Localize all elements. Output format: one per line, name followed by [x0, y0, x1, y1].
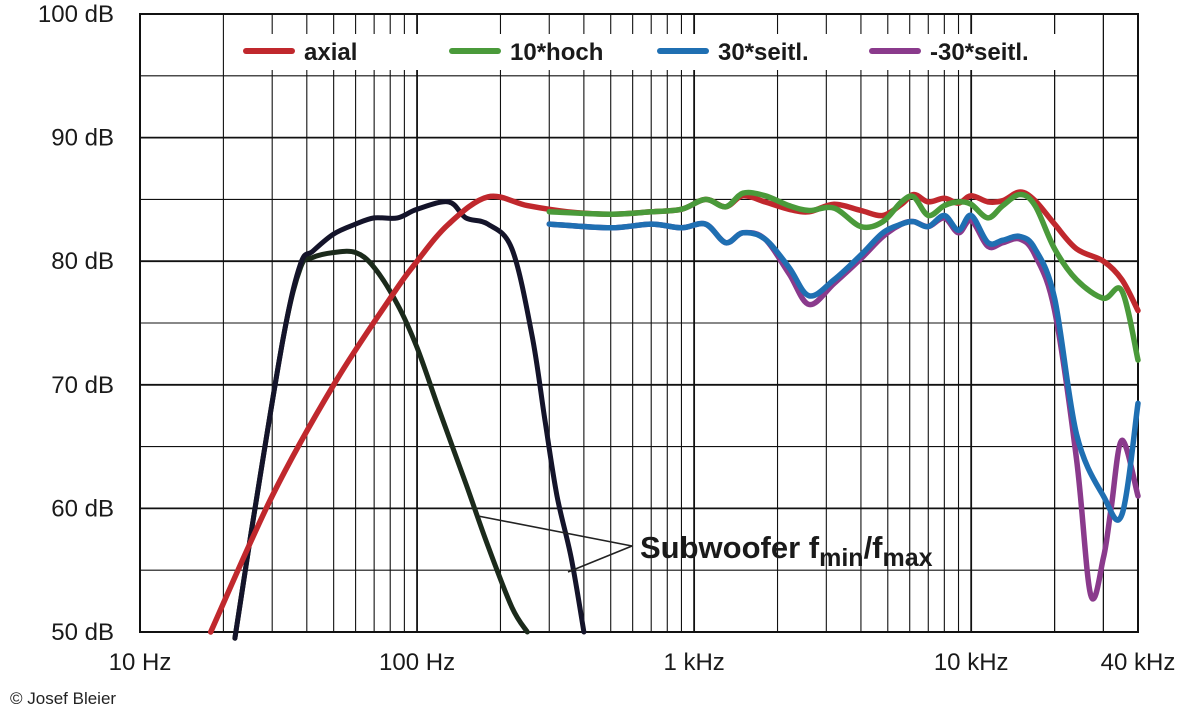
grid: [139, 13, 1139, 633]
x-tick-label: 1 kHz: [663, 649, 724, 676]
copyright-text: © Josef Bleier: [10, 689, 116, 708]
series-lines: [207, 189, 1141, 641]
legend-label: 10*hoch: [510, 39, 603, 66]
series-line-axial: [207, 189, 1141, 635]
annotation-leader-2: [567, 545, 633, 573]
y-tick-label: 70 dB: [51, 372, 114, 399]
x-tick-label: 40 kHz: [1101, 649, 1176, 676]
x-tick-label: 100 Hz: [379, 649, 455, 676]
x-tick-label: 10 Hz: [109, 649, 172, 676]
subwoofer-annotation: Subwoofer fmin/fmax: [477, 515, 933, 573]
y-tick-label: 50 dB: [51, 619, 114, 646]
legend-background: [232, 34, 1072, 70]
y-tick-label: 60 dB: [51, 495, 114, 522]
legend-label: 30*seitl.: [718, 39, 809, 66]
annotation-label: Subwoofer fmin/fmax: [640, 530, 933, 572]
axis-ticks: 100 dB 90 dB 80 dB 70 dB 60 dB 50 dB 10 Hz 100 …: [38, 1, 1175, 676]
y-tick-label: 90 dB: [51, 125, 114, 152]
series-line-10-hoch: [546, 189, 1141, 363]
x-tick-label: 10 kHz: [934, 649, 1009, 676]
series-line-30-seitl-: [546, 212, 1141, 523]
annotation-leader-1: [477, 515, 633, 547]
y-tick-label: 100 dB: [38, 1, 114, 28]
legend: axial 10*hoch 30*seitl. -30*seitl.: [232, 34, 1072, 70]
y-tick-label: 80 dB: [51, 248, 114, 275]
legend-label: axial: [304, 39, 357, 66]
legend-label: -30*seitl.: [930, 39, 1029, 66]
subwoofer-curve-2: [232, 199, 587, 641]
